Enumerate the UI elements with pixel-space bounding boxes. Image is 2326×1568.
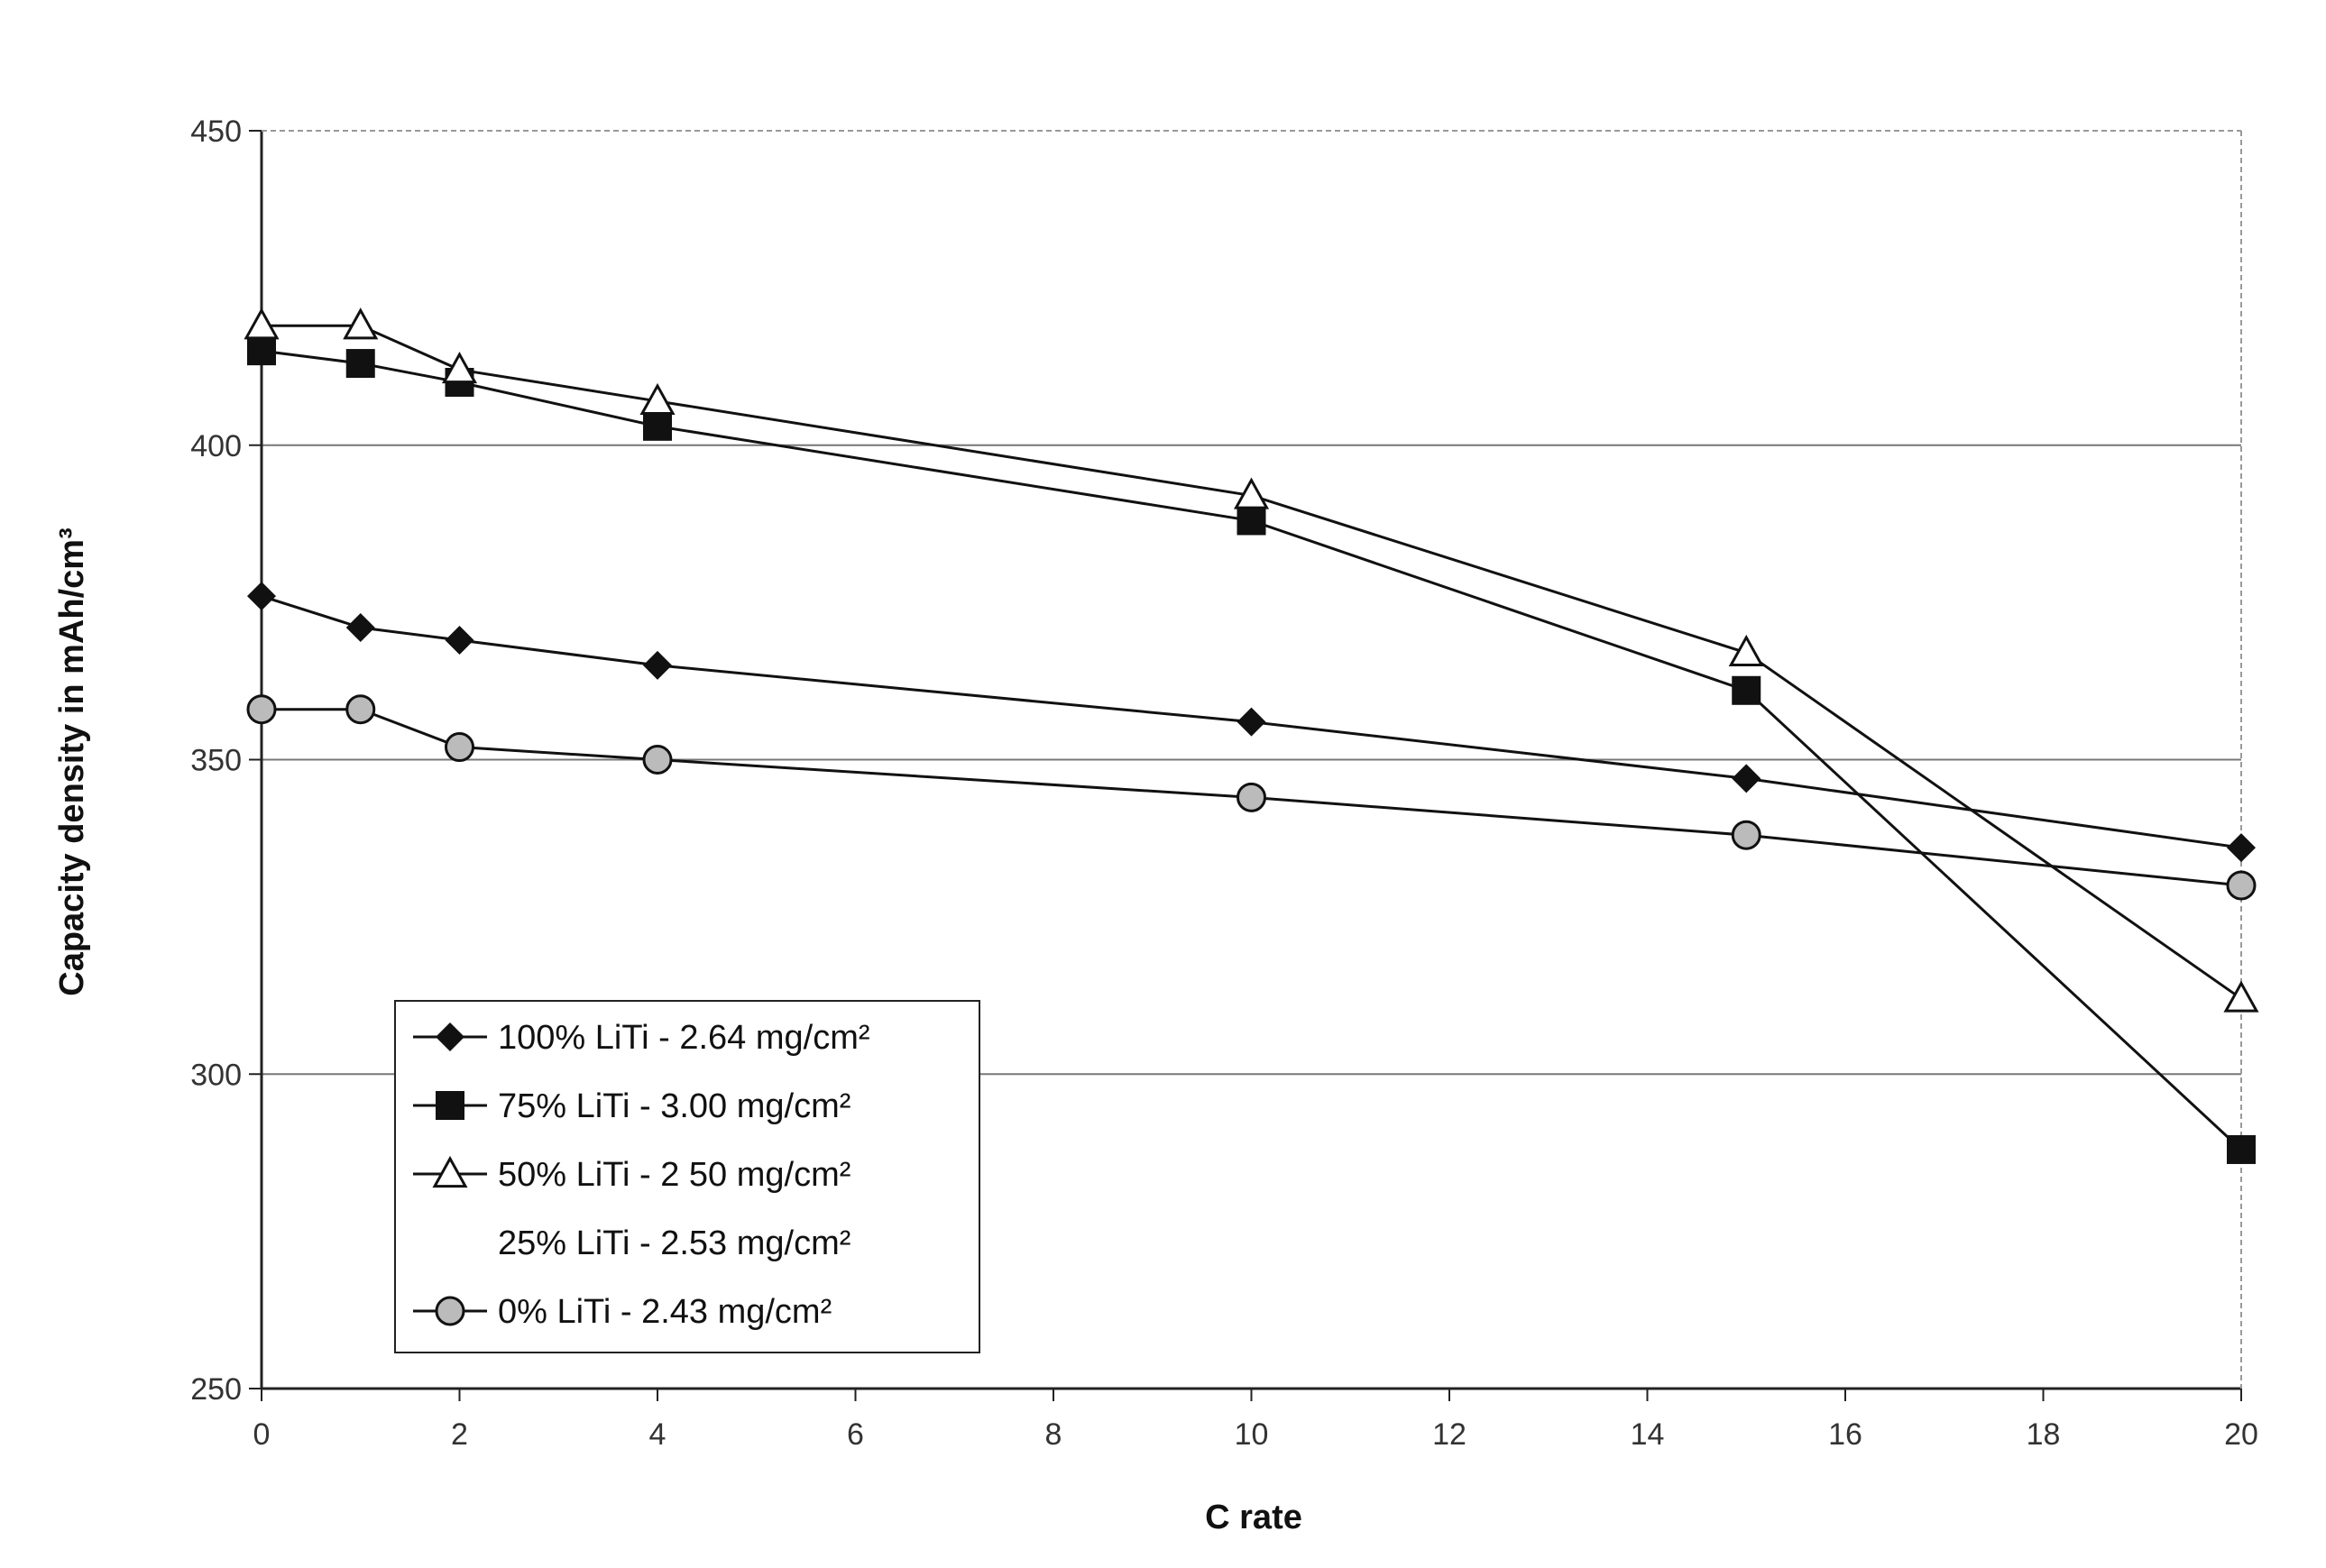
legend: 100% LiTi - 2.64 mg/cm² 75% LiTi - 3.00 m… xyxy=(395,1001,979,1353)
data-point-circle xyxy=(347,696,374,723)
legend-entry-label: 75% LiTi - 3.00 mg/cm² xyxy=(498,1087,850,1125)
gridlines xyxy=(262,445,2241,1075)
data-point-diamond xyxy=(643,651,672,680)
y-tick-label: 300 xyxy=(190,1058,242,1092)
data-point-square xyxy=(643,412,672,441)
legend-entry-label: 0% LiTi - 2.43 mg/cm² xyxy=(498,1293,832,1331)
x-tick-label: 12 xyxy=(1432,1417,1466,1452)
data-point-square xyxy=(247,336,276,365)
data-point-diamond xyxy=(2227,833,2256,862)
data-point-triangle xyxy=(1731,637,1761,665)
x-tick-label: 4 xyxy=(649,1417,667,1452)
legend-entry-label: 25% LiTi - 2.53 mg/cm² xyxy=(498,1224,850,1262)
data-point-diamond xyxy=(346,613,375,642)
legend-entry-label: 100% LiTi - 2.64 mg/cm² xyxy=(498,1019,870,1057)
x-tick-label: 0 xyxy=(253,1417,271,1452)
x-tick-label: 16 xyxy=(1828,1417,1862,1452)
y-axis-title: Capacity density in mAh/cm³ xyxy=(53,527,91,995)
x-tick-label: 14 xyxy=(1631,1417,1665,1452)
data-point-diamond xyxy=(1732,764,1761,793)
y-tick-label: 400 xyxy=(190,429,242,463)
x-tick-label: 10 xyxy=(1235,1417,1269,1452)
data-point-circle xyxy=(644,747,671,774)
data-point-diamond xyxy=(247,582,276,610)
legend-swatch-circle xyxy=(437,1297,464,1325)
data-point-square xyxy=(1237,506,1266,535)
data-point-diamond xyxy=(1237,708,1266,737)
legend-swatch-square xyxy=(436,1091,464,1120)
x-tick-label: 8 xyxy=(1045,1417,1062,1452)
y-tick-label: 250 xyxy=(190,1372,242,1407)
data-point-circle xyxy=(1238,784,1265,811)
data-point-circle xyxy=(446,734,473,761)
y-tick-label: 350 xyxy=(190,744,242,778)
data-point-triangle xyxy=(345,310,376,338)
data-point-triangle xyxy=(2226,984,2257,1012)
data-point-circle xyxy=(1733,821,1760,848)
data-point-circle xyxy=(248,696,275,723)
x-tick-label: 6 xyxy=(847,1417,864,1452)
x-tick-label: 18 xyxy=(2027,1417,2061,1452)
x-tick-label: 2 xyxy=(451,1417,468,1452)
data-point-square xyxy=(1732,676,1761,705)
data-point-square xyxy=(2227,1135,2256,1164)
data-point-circle xyxy=(2228,872,2255,899)
x-axis-title: C rate xyxy=(1205,1499,1302,1536)
y-tick-label: 450 xyxy=(190,115,242,149)
x-tick-label: 20 xyxy=(2224,1417,2258,1452)
data-point-diamond xyxy=(446,626,474,655)
data-point-triangle xyxy=(246,310,277,338)
legend-entry-label: 50% LiTi - 2 50 mg/cm² xyxy=(498,1156,850,1194)
data-point-square xyxy=(346,349,375,378)
series-line-2 xyxy=(262,326,2241,998)
